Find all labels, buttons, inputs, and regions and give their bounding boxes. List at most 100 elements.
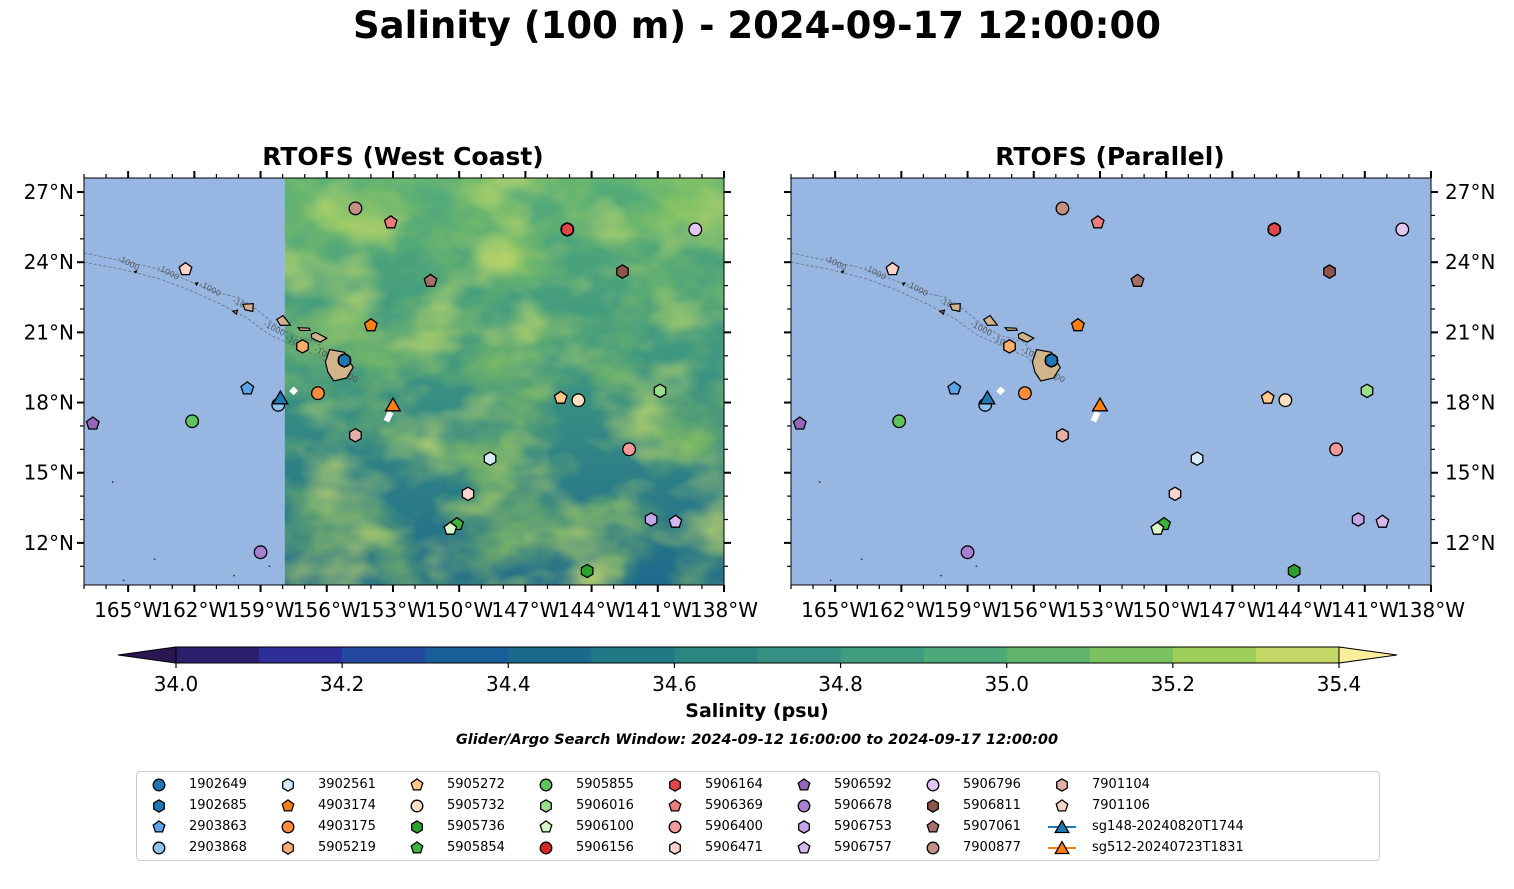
legend-marker-5906100 — [539, 820, 553, 833]
island — [296, 327, 312, 332]
marker-5906796 — [688, 222, 703, 237]
colorbar-segment — [757, 647, 842, 663]
legend-marker-7901104 — [1056, 778, 1068, 792]
lon-tick-label: 141°W — [624, 598, 692, 622]
legend-label: 7901104 — [1092, 777, 1150, 792]
marker-sg512-20240723T1831 — [1091, 396, 1109, 412]
legend-marker-5906592 — [797, 778, 811, 791]
legend-marker-2903868 — [152, 841, 166, 855]
marker-5906369 — [1090, 214, 1105, 229]
marker-5905732 — [1278, 393, 1293, 408]
legend-item: 5906757 — [790, 839, 915, 857]
legend-marker-5906164 — [669, 778, 681, 792]
legend-marker-5906016 — [540, 799, 552, 813]
lon-tick-label: 147°W — [1198, 598, 1266, 622]
marker-5906811 — [1323, 264, 1336, 279]
glider-track — [1090, 410, 1101, 423]
legend-item: 2903863 — [145, 818, 270, 836]
ocean-background — [791, 178, 1431, 585]
legend-label: sg148-20240820T1744 — [1092, 819, 1244, 834]
marker-3902561 — [483, 451, 497, 467]
lat-tick-label: 18°N — [1445, 391, 1495, 415]
legend-marker-4903174 — [281, 799, 295, 812]
legend-item: 5906471 — [661, 839, 786, 857]
colorbar-over-arrow — [1338, 646, 1398, 664]
marker-5906100 — [443, 521, 458, 535]
legend-label: 5906796 — [963, 777, 1021, 792]
legend-label: 7900877 — [963, 840, 1021, 855]
seamount-dot — [829, 579, 832, 582]
marker-4903174 — [363, 317, 378, 332]
marker-5906016 — [1360, 383, 1374, 399]
legend-marker-5907061 — [926, 820, 940, 833]
legend-marker-5906796 — [926, 778, 940, 792]
colorbar-segment — [1172, 647, 1257, 663]
seamount-dot — [818, 481, 821, 483]
lat-tick-label: 12°N — [24, 531, 74, 555]
map-frame — [83, 177, 725, 586]
legend-marker-5906156 — [539, 841, 553, 855]
seamount-dot — [268, 565, 271, 568]
marker-5905736 — [580, 563, 594, 579]
salinity-field — [284, 178, 724, 585]
seamount-dot — [975, 565, 978, 568]
legend-label: 5906164 — [705, 777, 763, 792]
legend-item: 1902649 — [145, 776, 270, 794]
legend-label: 2903863 — [189, 819, 247, 834]
legend-item: 5906592 — [790, 776, 915, 794]
lat-tick-label: 15°N — [1445, 461, 1495, 485]
marker-5906164 — [560, 222, 574, 237]
legend-marker-5906678 — [797, 799, 811, 813]
marker-sg512-20240723T1831 — [384, 396, 402, 412]
legend: 1902649 1902685 2903863 2903868 3902561 49031… — [136, 771, 1380, 861]
marker-5906164 — [1267, 222, 1281, 237]
legend-item: 5906678 — [790, 797, 915, 815]
island — [982, 314, 999, 327]
legend-marker-1902649 — [152, 778, 166, 792]
legend-marker-1902685 — [153, 799, 165, 813]
legend-label: 1902685 — [189, 798, 247, 813]
marker-5906400 — [1329, 442, 1344, 457]
colorbar-tick-label: 34.4 — [486, 672, 531, 696]
legend-label: 5906592 — [834, 777, 892, 792]
marker-7900877 — [1055, 201, 1070, 216]
lon-tick-label: 138°W — [690, 598, 758, 622]
marker-5906753 — [1351, 512, 1365, 527]
colorbar-segment — [1255, 647, 1340, 663]
legend-marker-5905732 — [410, 799, 424, 813]
colorbar-segment — [923, 647, 1008, 663]
colorbar-under-arrow — [117, 646, 177, 664]
island — [949, 302, 961, 313]
glider-track — [289, 386, 299, 396]
lon-tick-label: 141°W — [1331, 598, 1399, 622]
legend-label: 5907061 — [963, 819, 1021, 834]
marker-5906753 — [644, 512, 658, 527]
lon-tick-label: 138°W — [1397, 598, 1465, 622]
marker-4903175 — [310, 386, 325, 401]
marker-sg148-20240820T1744 — [978, 389, 996, 405]
colorbar-label: Salinity (psu) — [685, 700, 829, 722]
marker-5905855 — [185, 414, 200, 429]
map-frame — [790, 177, 1432, 586]
lon-tick-label: 159°W — [227, 598, 295, 622]
legend-label: 5905855 — [576, 777, 634, 792]
bathymetry-contour — [84, 261, 336, 380]
seamount-dot — [111, 481, 114, 483]
legend-marker-3902561 — [282, 778, 294, 792]
marker-1902685 — [338, 353, 351, 368]
marker-5906678 — [960, 545, 975, 560]
legend-item: 3902561 — [274, 776, 399, 794]
map-panel-2: -1000-1000-1000-1000-1000-1000-1000-1000… — [784, 171, 1495, 622]
legend-item: 5905732 — [403, 797, 528, 815]
legend-item: 5905855 — [532, 776, 657, 794]
legend-label: 5906471 — [705, 840, 763, 855]
legend-label: 5906678 — [834, 798, 892, 813]
lon-tick-label: 153°W — [1066, 598, 1134, 622]
marker-5906592 — [792, 416, 807, 430]
lon-tick-label: 150°W — [425, 598, 493, 622]
marker-5906100 — [1150, 521, 1165, 535]
legend-item: 1902685 — [145, 797, 270, 815]
legend-label: 5906753 — [834, 819, 892, 834]
seamount-dot — [122, 579, 125, 582]
lon-tick-label: 165°W — [94, 598, 162, 622]
